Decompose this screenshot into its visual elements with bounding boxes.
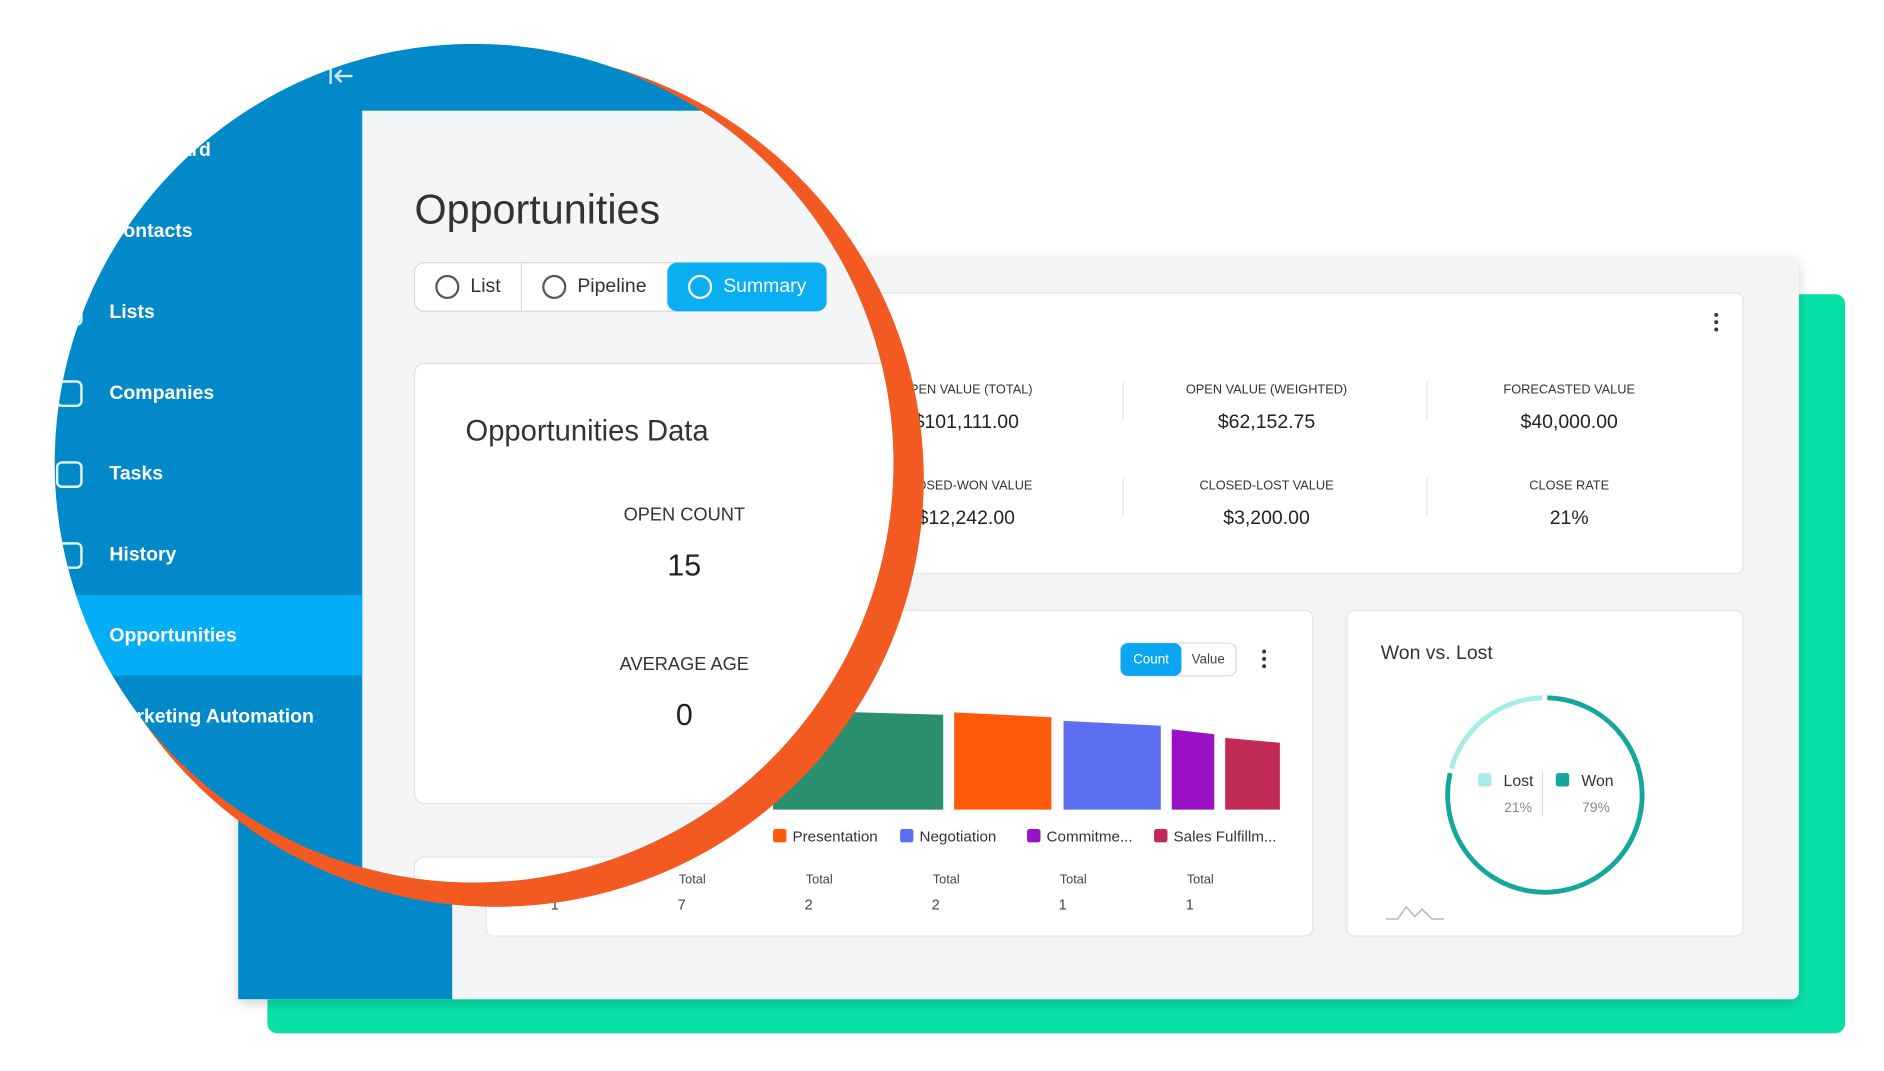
funnel-bar [1063, 720, 1161, 810]
metric-label: CLOSED-LOST VALUE [1199, 478, 1333, 493]
kebab-dot[interactable] [1714, 327, 1719, 332]
total-value: 1 [1186, 897, 1194, 913]
nav-icon [55, 461, 83, 488]
nav-icon [55, 137, 83, 165]
toggle-option: Count [1133, 652, 1169, 667]
kebab-dot[interactable] [1262, 649, 1267, 654]
total-label: Total [806, 871, 833, 886]
metric-value: 21% [1550, 507, 1589, 529]
legend-label: Presentation [792, 829, 877, 846]
total-label: Total [1060, 871, 1087, 886]
metric-value: $3,200.00 [1223, 507, 1310, 529]
legend-value: 79% [1582, 799, 1610, 815]
funnel-bar [954, 712, 1052, 810]
legend-swatch [1027, 829, 1041, 843]
tab-icon [542, 274, 567, 299]
kebab-dot[interactable] [1262, 656, 1267, 661]
kebab-dot[interactable] [1714, 320, 1719, 325]
nav-item[interactable]: Contacts [109, 220, 192, 242]
tab[interactable]: Summary [723, 275, 806, 297]
legend-label: Negotiation [920, 829, 997, 846]
legend-swatch [1154, 829, 1168, 843]
total-value: 2 [932, 897, 940, 913]
won-lost-card [1346, 609, 1744, 937]
nav-item[interactable]: Companies [109, 382, 214, 404]
card-title: Opportunities Data [466, 415, 710, 447]
nav-item[interactable]: Lists [109, 301, 155, 323]
toggle-active [1120, 643, 1182, 676]
data-card [413, 362, 894, 805]
nav-icon [55, 623, 83, 650]
kebab-dot[interactable] [1262, 664, 1267, 669]
toggle-option: Value [1192, 652, 1225, 667]
nav-item[interactable]: History [109, 544, 176, 566]
tab[interactable]: List [470, 275, 501, 297]
total-value: 1 [551, 897, 559, 913]
total-value: 2 [805, 897, 813, 913]
tab-icon [435, 274, 460, 299]
funnel-bar [1171, 729, 1215, 810]
legend-label: Lost [1504, 773, 1534, 790]
collapse-icon[interactable] [329, 68, 353, 84]
nav-icon [55, 218, 83, 246]
metric-label: FORECASTED VALUE [1503, 382, 1635, 397]
metric-value: $12,242.00 [918, 507, 1015, 529]
nav-item[interactable]: Marketing Automation [109, 706, 313, 728]
metric-label: CLOSE RATE [1529, 478, 1609, 493]
metric-value: 15 [667, 549, 701, 583]
total-value: 7 [678, 897, 686, 913]
tab-active[interactable] [667, 262, 827, 312]
metric-label: OPEN VALUE (TOTAL) [900, 382, 1033, 397]
legend-swatch [900, 829, 914, 843]
page-title: Opportunities [414, 187, 660, 233]
nav-icon [55, 299, 83, 327]
watermark-icon [1385, 905, 1444, 920]
legend-swatch [1555, 773, 1570, 787]
donut-segment [1448, 695, 1543, 770]
legend-value: 21% [1504, 799, 1532, 815]
legend-label: Sales Fulfillm... [1174, 829, 1277, 846]
legend-label: Won [1581, 773, 1613, 790]
total-label: Total [679, 871, 706, 886]
tab[interactable]: Pipeline [577, 275, 646, 297]
metric-label: OPEN COUNT [624, 503, 745, 524]
metric-value: $40,000.00 [1521, 411, 1618, 433]
tab-icon [688, 274, 713, 299]
nav-item[interactable]: Tasks [109, 463, 163, 485]
funnel-bar [1225, 737, 1280, 810]
card-title: Won vs. Lost [1381, 642, 1494, 664]
nav-item[interactable]: Opportunities [109, 625, 237, 647]
kebab-dot[interactable] [1714, 312, 1719, 317]
nav-active [54, 595, 363, 676]
legend-swatch [1478, 773, 1492, 787]
nav-item[interactable]: Dashboard [109, 139, 211, 161]
metric-value: $101,111.00 [914, 411, 1019, 433]
metric-label: CLOSED-WON VALUE [900, 478, 1032, 493]
metric-label: OPEN VALUE (WEIGHTED) [1186, 382, 1347, 397]
total-value: 1 [1059, 897, 1067, 913]
donut-segment [1445, 695, 1645, 895]
nav-icon [55, 704, 83, 731]
legend-swatch [773, 829, 787, 843]
metric-value: 0 [676, 698, 693, 732]
metric-label: AVERAGE AGE [620, 653, 749, 674]
total-label: Total [933, 871, 960, 886]
legend-label: Commitme... [1047, 829, 1133, 846]
metric-value: $62,152.75 [1218, 411, 1315, 433]
total-label: Total [1187, 871, 1214, 886]
